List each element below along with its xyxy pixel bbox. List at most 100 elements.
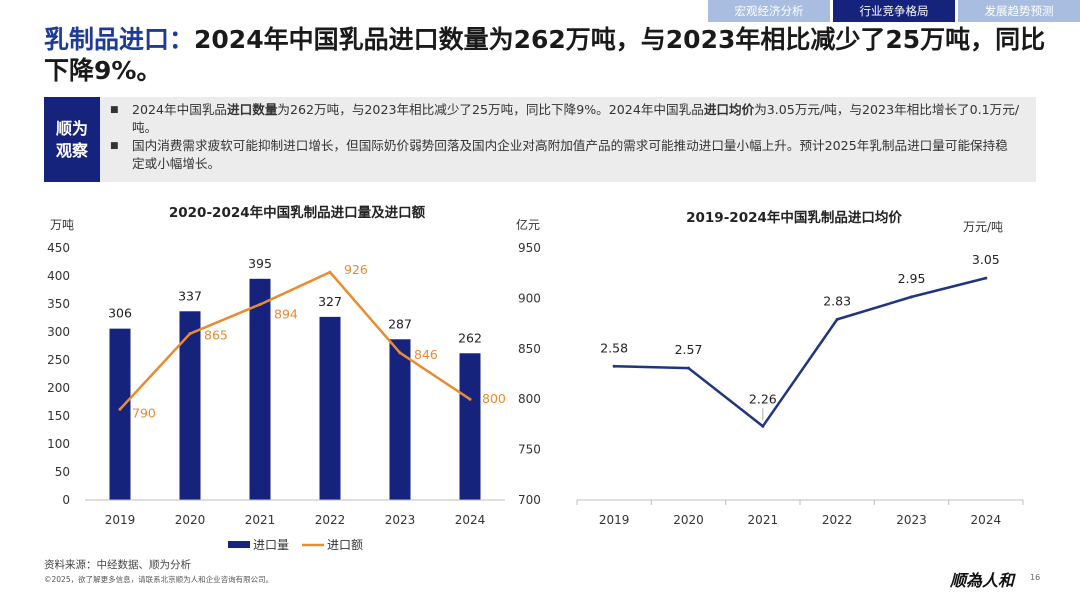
chart2-point-label: 2.95 xyxy=(898,271,926,286)
chart2-line-point xyxy=(910,295,913,299)
chart1-right-tick: 750 xyxy=(518,443,541,457)
chart1-left-tick: 200 xyxy=(47,381,70,395)
chart1-bar-label: 287 xyxy=(388,316,412,331)
chart2-x-tick: 2021 xyxy=(748,513,779,527)
copyright-note: ©2025，欲了解更多信息，请联系北京顺为人和企业咨询有限公司。 xyxy=(44,575,274,584)
chart1-x-tick: 2020 xyxy=(175,513,206,527)
chart1-right-tick: 950 xyxy=(518,241,541,255)
chart2-line-point xyxy=(984,276,988,280)
chart1-right-unit: 亿元 xyxy=(516,217,540,232)
chart1-left-tick: 250 xyxy=(47,353,70,367)
chart1-bar-label: 395 xyxy=(248,256,272,271)
chart1-left-tick: 0 xyxy=(62,493,70,507)
chart1-line-label: 926 xyxy=(344,262,368,277)
page-number: 16 xyxy=(1030,573,1041,582)
chart1-line-point xyxy=(468,397,472,401)
chart1-line-point xyxy=(328,270,332,274)
chart1-line-point xyxy=(118,407,122,411)
import-volume-value-chart: 2020-2024年中国乳制品进口量及进口额 万吨 亿元 306 337 395 32… xyxy=(47,204,541,552)
chart2-x-tick: 2023 xyxy=(896,513,927,527)
chart1-line-label: 865 xyxy=(204,328,228,343)
chart1-left-tick: 450 xyxy=(47,241,70,255)
chart1-x-tick: 2021 xyxy=(245,513,276,527)
obs-text: 为262万吨，与2023年相比减少了25万吨，同比下降9%。2024年中国乳品 xyxy=(277,102,704,117)
chart1-bar-label: 262 xyxy=(458,330,482,345)
chart1-right-tick: 800 xyxy=(518,392,541,406)
obs-bold: 进口均价 xyxy=(703,102,755,117)
chart2-line-point xyxy=(687,366,690,370)
tab-development-trend[interactable]: 发展趋势预测 xyxy=(958,0,1080,22)
chart1-right-tick: 850 xyxy=(518,342,541,356)
chart2-title: 2019-2024年中国乳制品进口均价 xyxy=(686,209,902,226)
obs-text: 2024年中国乳品 xyxy=(132,102,228,117)
chart2-point-label: 2.26 xyxy=(749,391,777,406)
chart1-bar xyxy=(249,278,271,500)
obs-text: 为3.05万元/吨，与2023年相比增长了0.1万元/吨。 xyxy=(132,102,1020,135)
legend-bar-label: 进口量 xyxy=(253,538,289,552)
page-title: 乳制品进口：2024年中国乳品进口数量为262万吨，与2023年相比减少了25万… xyxy=(44,24,1054,86)
chart2-line-point xyxy=(835,317,839,321)
chart1-line-label: 800 xyxy=(482,391,506,406)
chart1-x-tick: 2022 xyxy=(315,513,346,527)
observation-item: ■ 国内消费需求疲软可能抑制进口增长，但国际奶价弱势回落及国内企业对高附加值产品的… xyxy=(110,137,1020,173)
square-bullet-icon: ■ xyxy=(110,105,119,115)
chart1-x-tick: 2023 xyxy=(385,513,416,527)
chart1-left-tick: 150 xyxy=(47,409,70,423)
obs-text: 国内消费需求疲软可能抑制进口增长，但国际奶价弱势回落及国内企业对高附加值产品的需… xyxy=(132,138,1008,171)
chart1-legend: 进口量 进口额 xyxy=(228,538,363,552)
chart2-line-point xyxy=(612,364,616,368)
chart1-bar-label: 327 xyxy=(318,294,342,309)
chart1-line-label: 894 xyxy=(274,306,298,321)
chart1-line-label: 846 xyxy=(414,347,438,362)
chart1-bar xyxy=(389,339,411,500)
chart1-line-point xyxy=(258,302,262,306)
chart1-left-tick: 350 xyxy=(47,297,70,311)
chart1-bar xyxy=(459,353,481,500)
chart2-point-label: 2.83 xyxy=(823,293,851,308)
chart2-unit: 万元/吨 xyxy=(963,220,1003,234)
chart2-x-tick: 2024 xyxy=(971,513,1002,527)
chart1-bar xyxy=(179,311,201,500)
chart2-x-tick: 2020 xyxy=(673,513,704,527)
top-nav: 宏观经济分析 行业竞争格局 发展趋势预测 xyxy=(705,0,1080,22)
legend-bar-swatch xyxy=(228,541,250,548)
chart1-left-unit: 万吨 xyxy=(50,218,74,232)
chart1-bar-label: 337 xyxy=(178,288,202,303)
observation-label: 顺为观察 xyxy=(44,97,100,182)
chart1-line-series xyxy=(119,270,471,411)
chart1-bar xyxy=(319,316,341,500)
source-note: 资料来源：中经数据、顺为分析 xyxy=(44,559,191,571)
observation-item: ■ 2024年中国乳品进口数量为262万吨，与2023年相比减少了25万吨，同比下… xyxy=(110,101,1020,137)
observation-list: ■ 2024年中国乳品进口数量为262万吨，与2023年相比减少了25万吨，同比下… xyxy=(110,101,1020,173)
chart1-right-tick: 700 xyxy=(518,493,541,507)
import-price-chart: 2019-2024年中国乳制品进口均价 万元/吨 2019 2020 2021 202… xyxy=(576,209,1024,527)
chart1-line-label: 790 xyxy=(132,405,156,420)
legend-line-label: 进口额 xyxy=(327,538,363,552)
tab-industry-competition[interactable]: 行业竞争格局 xyxy=(833,0,955,22)
chart1-right-tick: 900 xyxy=(518,291,541,305)
chart1-left-tick: 300 xyxy=(47,325,70,339)
chart1-left-tick: 50 xyxy=(55,465,70,479)
company-logo: 顺為人和 xyxy=(950,571,1015,590)
chart1-line-point xyxy=(188,332,192,336)
chart1-bar xyxy=(109,328,131,500)
chart1-left-tick: 100 xyxy=(47,437,70,451)
chart1-x-tick: 2024 xyxy=(455,513,486,527)
chart1-bar-label: 306 xyxy=(108,306,132,321)
observation-box: 顺为观察 ■ 2024年中国乳品进口数量为262万吨，与2023年相比减少了25万… xyxy=(44,97,1036,182)
obs-bold: 进口数量 xyxy=(227,102,278,117)
chart2-line-point xyxy=(761,424,765,428)
chart1-x-tick: 2019 xyxy=(105,513,136,527)
chart1-left-tick: 400 xyxy=(47,269,70,283)
chart2-point-label: 3.05 xyxy=(972,252,1000,267)
chart1-line-point xyxy=(398,351,402,355)
chart2-x-tick: 2019 xyxy=(599,513,630,527)
chart1-title: 2020-2024年中国乳制品进口量及进口额 xyxy=(169,204,426,221)
observation-label-text: 顺为观察 xyxy=(55,118,88,160)
title-prefix: 乳制品进口： xyxy=(44,25,195,54)
chart2-point-label: 2.57 xyxy=(675,342,703,357)
chart2-point-label: 2.58 xyxy=(600,340,628,355)
chart2-line-series xyxy=(614,276,987,429)
tab-macro-economy[interactable]: 宏观经济分析 xyxy=(708,0,830,22)
square-bullet-icon: ■ xyxy=(110,141,119,151)
